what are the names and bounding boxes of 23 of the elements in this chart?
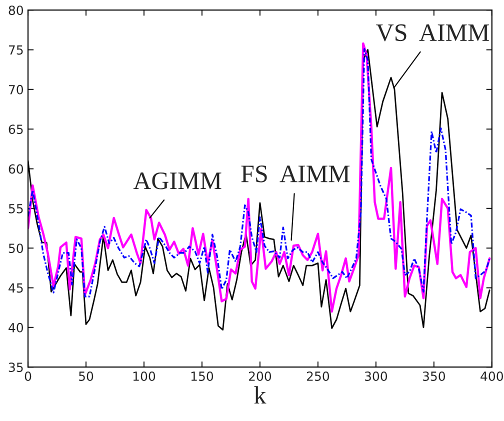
x-tick-label: 200	[248, 372, 272, 381]
x-tick-label: 350	[422, 372, 446, 381]
x-tick-label: 50	[79, 372, 94, 381]
y-tick-label: 75	[8, 45, 23, 55]
y-tick-label: 35	[8, 362, 23, 372]
x-axis-title: k	[254, 386, 266, 404]
y-tick-label: 40	[8, 322, 24, 332]
x-tick-label: 250	[306, 372, 330, 381]
annotation: AGIMM	[133, 172, 222, 190]
y-tick-label: 70	[8, 84, 24, 94]
x-tick-label: 300	[364, 372, 388, 381]
y-tick-label: 50	[8, 244, 24, 254]
annotation: FS AIMM	[241, 166, 350, 182]
y-tick-label: 65	[8, 124, 23, 134]
y-tick-label: 60	[8, 164, 24, 174]
x-tick-label: 0	[24, 372, 32, 381]
annotation: VS AIMM	[376, 24, 490, 42]
y-tick-label: 45	[8, 283, 23, 293]
x-tick-label: 400	[480, 372, 504, 381]
y-tick-label: 80	[8, 6, 24, 16]
x-tick-label: 100	[133, 372, 156, 381]
y-tick-label: 55	[8, 204, 23, 214]
x-tick-label: 150	[191, 372, 214, 381]
